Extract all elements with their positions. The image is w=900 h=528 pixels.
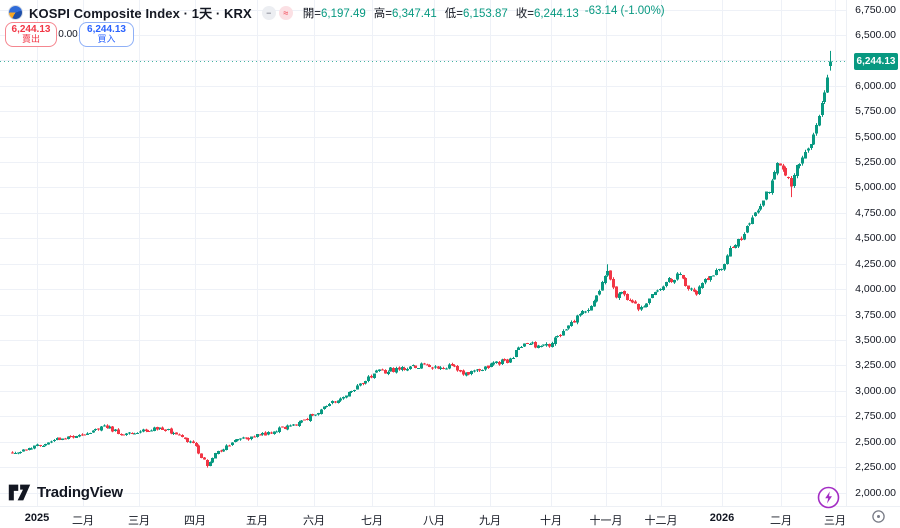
time-axis-label: 五月 <box>246 515 268 527</box>
tradingview-logo[interactable]: TradingView <box>8 484 123 501</box>
sell-label: 賣出 <box>21 34 40 45</box>
price-axis-label: 4,250.00 <box>855 257 896 270</box>
buy-price: 6,244.13 <box>87 23 126 35</box>
price-axis-label: 3,500.00 <box>855 333 896 346</box>
tradingview-logo-text: TradingView <box>37 484 123 501</box>
time-axis-label: 二月 <box>72 515 94 527</box>
price-axis-label: 6,750.00 <box>855 3 896 16</box>
high-label: 高= <box>373 7 392 20</box>
open-label: 開= <box>302 7 322 20</box>
price-axis-label: 2,500.00 <box>855 435 896 448</box>
time-axis-label: 2025 <box>24 512 50 524</box>
low-value: 6,153.87 <box>462 7 508 20</box>
time-axis-label: 二月 <box>770 515 792 527</box>
price-axis-label: 4,000.00 <box>855 283 896 296</box>
close-value: 6,244.13 <box>533 7 579 20</box>
price-axis-label: 5,000.00 <box>855 181 896 194</box>
axis-settings-icon[interactable] <box>870 508 887 525</box>
price-axis-label: 2,750.00 <box>855 410 896 423</box>
trade-panel: 6,244.13 賣出 0.00 6,244.13 買入 <box>5 22 134 47</box>
ohlc-readout: 開=6,197.49 高=6,347.41 低=6,153.87 收=6,244… <box>303 5 665 21</box>
price-axis-label: 2,250.00 <box>855 461 896 474</box>
time-axis-label: 三月 <box>128 515 150 527</box>
minus-badge-icon[interactable]: − <box>261 5 276 20</box>
time-axis-label: 十月 <box>540 515 562 527</box>
price-axis[interactable]: 6,244.13 2,000.00 2,250.00 2,500.00 2,750.0… <box>846 0 900 506</box>
price-axis-label: 3,250.00 <box>855 359 896 372</box>
low-label: 低= <box>444 7 463 20</box>
tradingview-logomark-icon <box>8 484 31 501</box>
price-axis-label: 3,000.00 <box>855 384 896 397</box>
time-axis-label: 九月 <box>479 515 501 527</box>
price-axis-label: 2,000.00 <box>855 486 896 499</box>
status-badges: − ≈ <box>261 5 293 20</box>
time-axis-label: 2026 <box>709 512 735 524</box>
symbol-logo-icon <box>8 5 23 20</box>
lightning-button[interactable] <box>817 486 840 509</box>
time-axis-label: 六月 <box>303 515 325 527</box>
close-label: 收= <box>515 7 534 20</box>
wave-badge-icon[interactable]: ≈ <box>278 5 293 20</box>
time-axis-label: 四月 <box>184 515 206 527</box>
symbol-title[interactable]: KOSPI Composite Index · 1天 · KRX <box>29 6 252 21</box>
price-axis-label: 4,750.00 <box>855 206 896 219</box>
time-axis[interactable]: 2025 二月 三月 四月 五月 六月 七月 八月 九月 十月 十一月 十二月 2026 二月 三月 <box>0 506 900 528</box>
buy-button[interactable]: 6,244.13 買入 <box>79 22 134 47</box>
open-value: 6,197.49 <box>321 7 366 20</box>
price-axis-label: 5,750.00 <box>855 105 896 118</box>
change-value: -63.14 (-1.00%) <box>584 4 665 17</box>
high-value: 6,347.41 <box>392 7 437 20</box>
buy-label: 買入 <box>97 34 116 45</box>
price-axis-label: 5,250.00 <box>855 156 896 169</box>
current-price-label: 6,244.13 <box>854 52 898 70</box>
price-axis-label: 3,750.00 <box>855 308 896 321</box>
time-axis-label: 七月 <box>361 515 383 527</box>
chart-header: KOSPI Composite Index · 1天 · KRX − ≈ 開=6… <box>8 3 665 22</box>
sell-price: 6,244.13 <box>11 23 51 35</box>
price-axis-label: 6,000.00 <box>855 79 896 92</box>
price-axis-label: 6,500.00 <box>855 28 896 41</box>
time-axis-label: 三月 <box>824 515 846 527</box>
price-axis-label: 5,500.00 <box>855 130 896 143</box>
time-axis-label: 十二月 <box>644 515 678 527</box>
price-axis-label: 4,500.00 <box>855 232 896 245</box>
sell-button[interactable]: 6,244.13 賣出 <box>5 22 57 47</box>
spread-value: 0.00 <box>58 29 78 40</box>
time-axis-label: 八月 <box>423 515 445 527</box>
time-axis-label: 十一月 <box>589 515 623 527</box>
